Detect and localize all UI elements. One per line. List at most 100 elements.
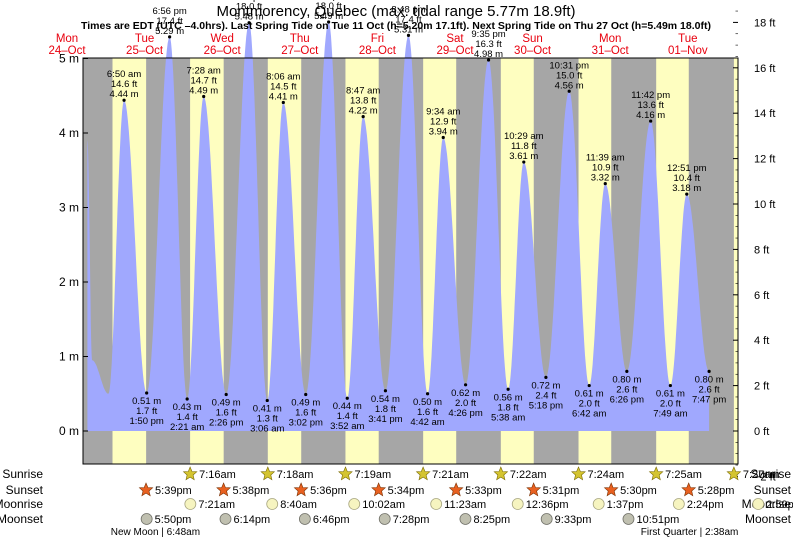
low-tide-dot	[265, 398, 269, 403]
low-tide-dot	[145, 391, 149, 395]
high-tide-time: 11:39 am	[586, 153, 625, 164]
left-tick-label: 4 m	[59, 126, 79, 140]
sunrise-star-icon	[493, 466, 509, 481]
sunrise-time: 7:25am	[665, 469, 702, 481]
right-tick-label: 6 ft	[754, 290, 769, 302]
day-date: 28–Oct	[359, 45, 397, 57]
sunset-star-icon	[216, 482, 231, 497]
low-tide-meters: 0.61 m	[575, 389, 604, 400]
low-tide-dot	[506, 387, 510, 391]
sunset-time: 5:34pm	[388, 485, 425, 497]
moonset-time: 10:51pm	[636, 514, 679, 526]
moonset-icon	[540, 513, 553, 525]
high-tide-feet: 14.5 ft	[270, 81, 297, 92]
low-tide-dot	[425, 392, 430, 396]
low-tide-meters: 0.43 m	[173, 402, 202, 413]
tide-area	[87, 22, 710, 431]
moonrise-icon	[430, 498, 443, 510]
sunrise-time: 7:19am	[354, 469, 391, 481]
low-tide-time: 7:49 am	[653, 409, 687, 420]
day-date: 01–Nov	[668, 45, 708, 57]
low-tide-time: 5:38 am	[491, 412, 525, 423]
low-tide-feet: 1.6 ft	[216, 407, 237, 418]
right-tick-label: 10 ft	[754, 199, 775, 211]
moonrise-time: 11:23am	[444, 499, 486, 511]
sunrise-time: 7:27am	[743, 469, 780, 481]
high-tide-time: 10:29 am	[504, 131, 544, 142]
high-tide-meters: 3.94 m	[429, 126, 458, 137]
low-tide-feet: 1.3 ft	[257, 413, 278, 424]
moonrise-time: 12:36pm	[526, 499, 569, 511]
day-date: 29–Oct	[436, 45, 474, 57]
high-tide-meters: 3.61 m	[509, 151, 538, 162]
low-tide-dot	[345, 396, 349, 400]
low-tide-meters: 0.51 m	[132, 396, 161, 407]
high-tide-dot	[202, 94, 206, 99]
low-tide-time: 3:41 pm	[368, 414, 402, 425]
sunset-star-icon	[138, 482, 154, 497]
low-tide-feet: 1.7 ft	[136, 406, 157, 417]
high-tide-dot	[649, 119, 653, 123]
low-tide-dot	[463, 383, 468, 387]
low-tide-dot	[625, 369, 629, 373]
high-tide-dot	[441, 135, 445, 140]
right-tick-label: 16 ft	[754, 63, 775, 75]
low-tide-feet: 1.6 ft	[417, 407, 438, 418]
moonrise-icon	[752, 498, 765, 510]
high-tide-time: 9:34 am	[426, 106, 460, 117]
day-name: Tue	[135, 33, 154, 45]
low-tide-meters: 0.56 m	[494, 392, 523, 403]
day-name: Sat	[446, 33, 464, 45]
right-tick-label: 14 ft	[754, 108, 775, 120]
low-tide-time: 2:26 pm	[209, 417, 243, 428]
high-tide-meters: 5.29 m	[155, 26, 184, 37]
moonset-icon	[622, 513, 635, 525]
moonrise-time: 7:21am	[198, 499, 235, 511]
sunset-star-icon	[526, 482, 542, 497]
high-tide-dot	[567, 89, 571, 93]
legend-label-left: Moonset	[0, 512, 44, 526]
low-tide-time: 2:21 am	[170, 422, 204, 433]
sunrise-time: 7:16am	[199, 469, 236, 481]
astro-legend: SunriseSunriseSunsetSunsetMoonriseMoonri…	[0, 467, 792, 526]
day-name: Sun	[522, 33, 542, 45]
right-tick-label: 0 ft	[754, 426, 769, 438]
left-tick-label: 2 m	[59, 275, 79, 289]
high-tide-meters: 4.22 m	[349, 106, 378, 117]
left-tick-label: 0 m	[59, 424, 79, 438]
moonset-time: 8:25pm	[473, 514, 510, 526]
moonrise-icon	[348, 498, 361, 510]
low-tide-dot	[185, 397, 189, 401]
low-tide-feet: 2.0 ft	[455, 398, 476, 409]
moonset-time: 5:50pm	[155, 514, 192, 526]
axes: 0 m1 m2 m3 m4 m5 m6 m−2 ft0 ft2 ft4 ft6 …	[59, 10, 776, 483]
sunrise-star-icon	[726, 466, 742, 481]
legend-label-left: Sunset	[6, 483, 44, 497]
high-tide-feet: 12.9 ft	[430, 116, 457, 127]
sunset-time: 5:28pm	[698, 485, 735, 497]
right-tick-label: 18 ft	[754, 17, 775, 29]
moonset-icon	[298, 513, 311, 525]
high-tide-feet: 14.6 ft	[111, 79, 138, 90]
high-tide-meters: 3.18 m	[672, 183, 701, 194]
low-tide-feet: 1.8 ft	[498, 402, 519, 413]
high-tide-time: 8:06 am	[266, 71, 300, 82]
high-tide-feet: 17.4 ft	[156, 16, 183, 27]
high-tide-feet: 13.6 ft	[637, 100, 664, 111]
sunset-star-icon	[448, 482, 464, 497]
high-tide-meters: 4.98 m	[474, 49, 503, 60]
high-tide-meters: 5.48 m	[235, 12, 264, 23]
high-tide-time: 8:48 pm	[391, 4, 425, 15]
low-tide-meters: 0.44 m	[333, 401, 362, 412]
high-tide-time: 6:50 am	[107, 69, 141, 80]
high-tide-time: 6:56 pm	[152, 6, 186, 17]
low-tide-feet: 1.4 ft	[177, 412, 198, 423]
chart-subtitle: Times are EDT (UTC –4.0hrs). Last Spring…	[81, 20, 711, 32]
day-date: 27–Oct	[281, 45, 319, 57]
day-name: Wed	[210, 33, 233, 45]
moonrise-icon	[672, 498, 685, 510]
low-tide-dot	[707, 369, 711, 373]
low-tide-meters: 0.72 m	[531, 380, 560, 391]
legend-label-left: Sunrise	[2, 467, 43, 481]
